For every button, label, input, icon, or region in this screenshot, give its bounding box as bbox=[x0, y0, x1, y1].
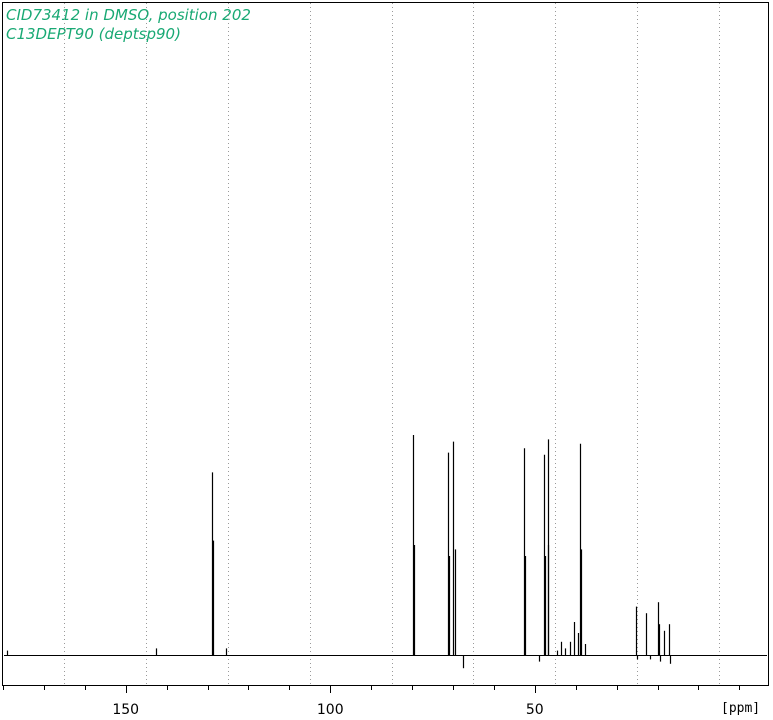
spectrum-title-line-1: CID73412 in DMSO, position 202 bbox=[6, 6, 251, 24]
ppm-axis: 150 100 50 bbox=[3, 685, 740, 718]
spectrum-trace bbox=[4, 435, 767, 669]
tick-label: 150 bbox=[112, 702, 139, 718]
plot-frame bbox=[2, 2, 769, 686]
tick-label: 50 bbox=[526, 702, 544, 718]
spectrum-title-line-2: C13DEPT90 (deptsp90) bbox=[6, 25, 181, 43]
tick-label: 100 bbox=[317, 702, 344, 718]
x-axis-unit-label: [ppm] bbox=[721, 701, 761, 716]
grid-lines bbox=[64, 3, 720, 685]
